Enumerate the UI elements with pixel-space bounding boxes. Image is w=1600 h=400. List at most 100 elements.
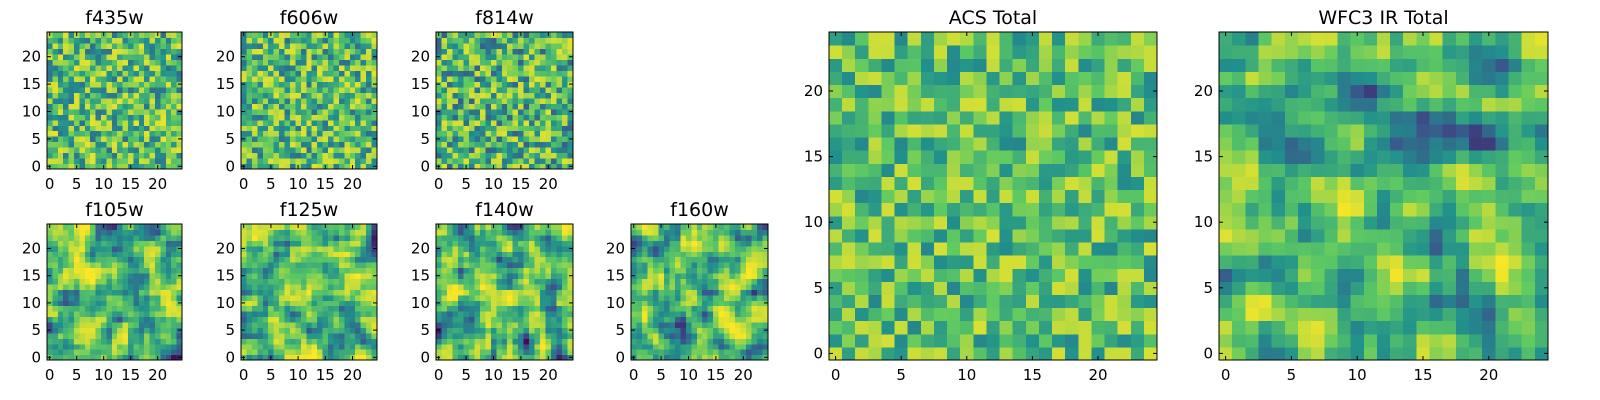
heatmap-cell [360, 75, 367, 82]
heatmap-cell [122, 70, 129, 77]
heatmap-cell [474, 327, 481, 334]
heatmap-cell [171, 147, 178, 154]
heatmap-cell [241, 316, 248, 323]
heatmap-cell [128, 42, 134, 50]
heatmap-cell [349, 158, 356, 165]
heatmap-cell [241, 251, 248, 258]
heatmap-cell [479, 251, 486, 258]
heatmap-cell [149, 327, 156, 334]
heatmap-cell [567, 125, 574, 132]
heatmap-cell [1065, 176, 1079, 191]
heatmap-cell [160, 256, 167, 263]
heatmap-cell [47, 158, 53, 165]
heatmap-cell [724, 311, 731, 318]
heatmap-cell [446, 92, 454, 99]
heatmap-cell [328, 316, 335, 323]
heatmap-cell [317, 234, 324, 241]
heatmap-cell [545, 267, 552, 274]
heatmap-cell [63, 267, 70, 274]
heatmap-cell [317, 92, 324, 99]
heatmap-cell [436, 294, 443, 301]
heatmap-cell [652, 272, 659, 279]
heatmap-cell [133, 224, 140, 231]
heatmap-cell [79, 251, 86, 258]
heatmap-cell [63, 327, 70, 334]
heatmap-cell [468, 267, 475, 274]
heatmap-cell [284, 224, 291, 231]
heatmap-cell [1130, 281, 1145, 295]
heatmap-cell [246, 86, 253, 93]
heatmap-cell [101, 229, 107, 236]
heatmap-cell [545, 53, 552, 60]
heatmap-cell [507, 147, 514, 154]
heatmap-cell [366, 305, 373, 312]
heatmap-cell [496, 354, 503, 361]
heatmap-cell [757, 262, 764, 269]
heatmap-cell [328, 103, 335, 110]
heatmap-cell [479, 136, 486, 143]
heatmap-cell [95, 114, 102, 121]
heatmap-cell [757, 294, 764, 301]
heatmap-cell [534, 294, 541, 301]
heatmap-cell [47, 125, 53, 132]
heatmap-cell [490, 327, 497, 334]
heatmap-cell [436, 332, 443, 339]
heatmap-cell [545, 327, 552, 334]
heatmap-cell [907, 294, 922, 309]
heatmap-cell [344, 130, 351, 137]
heatmap-cell [284, 256, 291, 263]
heatmap-cell [729, 283, 736, 290]
heatmap-cell [246, 59, 253, 66]
heatmap-cell [1065, 228, 1079, 243]
heatmap-cell [868, 320, 883, 335]
heatmap-cell [855, 215, 869, 230]
heatmap-cell [360, 294, 367, 301]
heatmap-cell [1025, 215, 1040, 230]
heatmap-cell [556, 92, 563, 99]
heatmap-cell [63, 163, 70, 170]
heatmap-cell [518, 338, 525, 345]
heatmap-cell [268, 289, 275, 296]
heatmap-cell [251, 103, 258, 110]
heatmap-cell [360, 305, 367, 312]
heatmap-cell [1012, 215, 1027, 230]
heatmap-cell [144, 327, 151, 334]
heatmap-cell [1025, 241, 1040, 256]
heatmap-cell [485, 343, 492, 350]
heatmap-cell [713, 327, 720, 334]
heatmap-cell [746, 327, 753, 334]
heatmap-cell [474, 158, 481, 165]
heatmap-cell [333, 59, 340, 66]
heatmap-cell [84, 108, 91, 115]
heatmap-cell [279, 349, 286, 356]
heatmap-cell [95, 86, 102, 93]
heatmap-cell [735, 305, 742, 312]
heatmap-cell [490, 59, 497, 66]
heatmap-cell [111, 283, 118, 290]
heatmap-cell [1091, 163, 1106, 177]
heatmap-cell [257, 48, 264, 55]
heatmap-cell [57, 32, 64, 39]
heatmap-cell [338, 262, 345, 269]
heatmap-cell [452, 311, 459, 318]
heatmap-cell [446, 108, 454, 115]
heatmap-cell [707, 256, 714, 263]
heatmap-cell [1078, 294, 1092, 309]
heatmap-cell [724, 240, 731, 247]
heatmap-cell [1038, 241, 1053, 256]
heatmap-cell [90, 75, 97, 82]
heatmap-cell [986, 346, 1001, 361]
heatmap-cell [1038, 281, 1053, 295]
heatmap-cell [474, 321, 481, 328]
heatmap-cell [317, 86, 324, 93]
heatmap-cell [507, 327, 514, 334]
heatmap-cell [171, 251, 178, 258]
heatmap-cell [507, 343, 514, 350]
heatmap-cell [144, 32, 151, 39]
heatmap-cell [165, 86, 172, 93]
heatmap-cell [490, 332, 497, 339]
heatmap-cell [518, 92, 525, 99]
heatmap-cell [84, 321, 91, 328]
heatmap-cell [262, 108, 269, 115]
heatmap-cell [57, 42, 64, 50]
